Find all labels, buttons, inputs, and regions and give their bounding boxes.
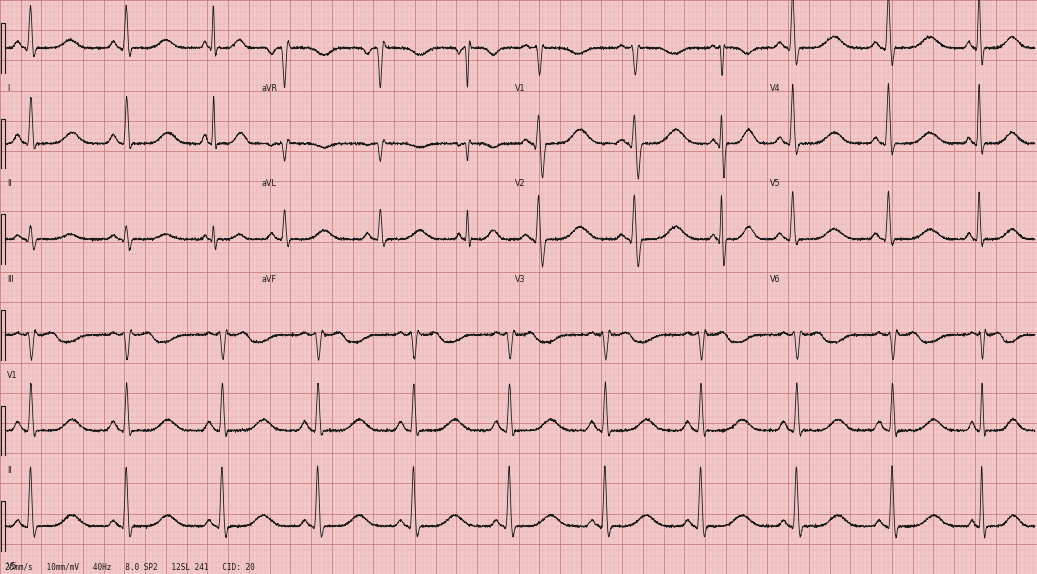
Text: aVR: aVR <box>261 84 277 93</box>
Text: aVF: aVF <box>261 275 276 284</box>
Text: V5: V5 <box>769 180 780 188</box>
Text: V2: V2 <box>515 180 526 188</box>
Text: III: III <box>7 275 15 284</box>
Text: V3: V3 <box>515 275 526 284</box>
Text: aVL: aVL <box>261 180 276 188</box>
Text: 25mm/s   10mm/mV   40Hz   8.0 SP2   12SL 241   CID: 20: 25mm/s 10mm/mV 40Hz 8.0 SP2 12SL 241 CID… <box>5 563 255 572</box>
Text: II: II <box>7 467 11 475</box>
Text: V1: V1 <box>7 371 18 380</box>
Text: II: II <box>7 180 11 188</box>
Text: V1: V1 <box>515 84 526 93</box>
Text: I: I <box>7 84 9 93</box>
Text: V4: V4 <box>769 84 780 93</box>
Text: V6: V6 <box>769 275 780 284</box>
Text: V5: V5 <box>7 562 18 571</box>
